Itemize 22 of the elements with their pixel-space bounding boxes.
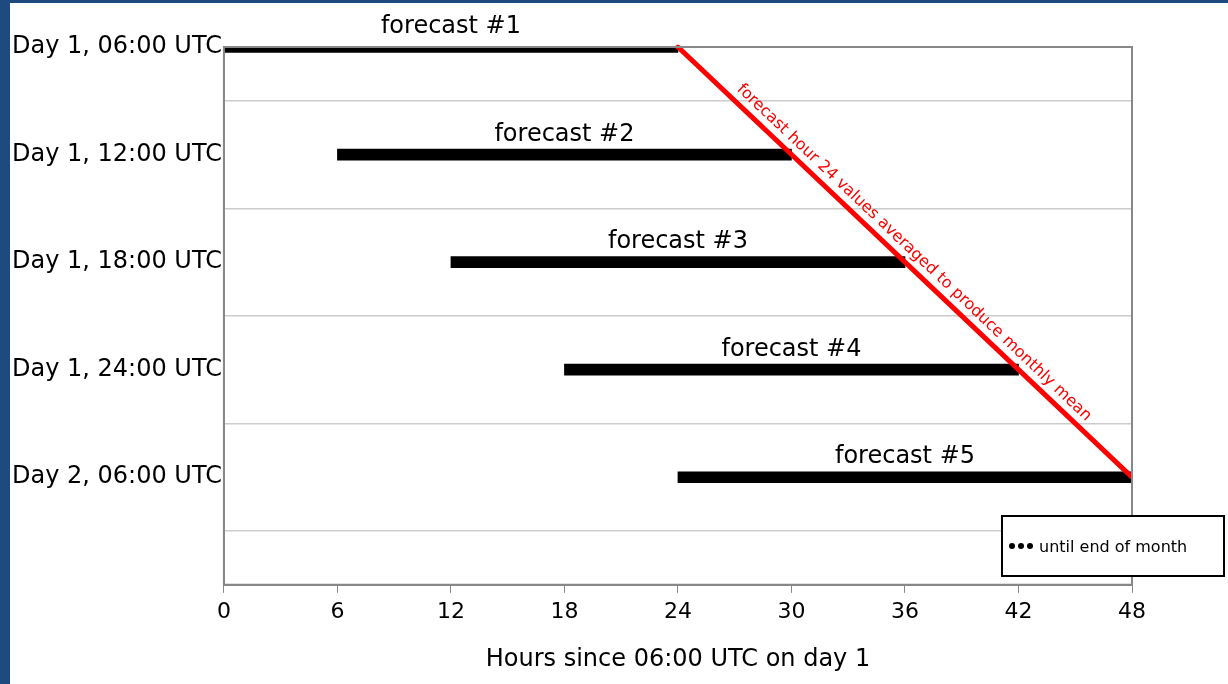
y-tick-label: Day 1, 06:00 UTC	[12, 31, 222, 60]
series-label: forecast #2	[494, 118, 635, 147]
x-tick-label: 18	[550, 597, 579, 623]
y-tick-label: Day 1, 12:00 UTC	[12, 138, 222, 167]
x-tick-label: 30	[777, 597, 806, 623]
series-label: forecast #5	[834, 441, 976, 470]
series-label: forecast #3	[607, 226, 748, 255]
x-tick-label: 48	[1118, 597, 1146, 623]
series-label: forecast #4	[721, 333, 862, 362]
y-tick-label: Day 2, 06:00 UTC	[12, 461, 222, 490]
annotation: until end of month	[1039, 536, 1188, 556]
x-axis-title: Hours since 06:00 UTC on day 1	[485, 643, 871, 672]
x-tick-label: 42	[1004, 597, 1033, 623]
series-label: forecast #1	[380, 11, 521, 40]
x-tick-label: 6	[330, 597, 345, 623]
y-tick-label: Day 1, 24:00 UTC	[12, 353, 222, 382]
x-tick-label: 36	[890, 597, 919, 623]
note-box: until end of month	[1001, 515, 1225, 577]
x-tick-label: 0	[216, 597, 231, 623]
y-tick-label: Day 1, 18:00 UTC	[12, 246, 222, 275]
x-tick-label: 12	[436, 597, 465, 623]
x-tick-label: 24	[663, 597, 692, 623]
